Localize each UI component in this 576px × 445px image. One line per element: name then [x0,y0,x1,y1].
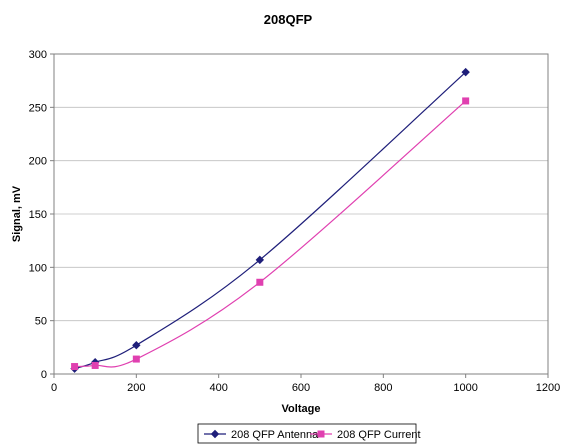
x-tick-label: 600 [292,382,310,394]
y-tick-label: 50 [35,316,47,328]
x-tick-label: 400 [209,382,227,394]
data-point [461,67,470,77]
chart-title: 208QFP [264,12,313,27]
legend-marker [210,429,220,439]
y-tick-label: 250 [29,102,47,114]
y-tick-label: 200 [29,156,47,168]
grid [54,106,548,322]
legend-label: 208 QFP Antenna [231,429,319,441]
series-group [70,67,470,373]
data-point [256,278,264,286]
y-axis-title: Signal, mV [11,185,23,242]
data-point [71,363,79,371]
y-tick-label: 100 [29,262,47,274]
data-point [91,361,99,369]
legend-box [197,423,417,444]
data-point [462,97,470,105]
legend-marker [317,430,325,438]
legend-label: 208 QFP Current [337,429,421,441]
legend: 208 QFP Antenna 208 QFP Current [197,423,421,444]
x-tick-label: 1200 [536,382,560,394]
data-point [132,340,141,350]
data-point [255,255,265,265]
x-axis-title: Voltage [282,403,321,415]
series-line [74,100,467,368]
series-1 [70,67,470,373]
series-line [74,71,467,370]
x-tick-label: 0 [51,382,57,394]
y-tick-label: 300 [29,49,47,61]
y-tick-label: 0 [41,369,47,381]
data-point [132,355,140,363]
x-tick-label: 1000 [453,382,477,394]
axis-ticks: 0 50 100 150 200 250 300 0 200 400 600 800 1000 1200 [29,49,561,394]
x-tick-label: 200 [127,382,145,394]
x-tick-label: 800 [374,382,392,394]
series-2 [71,97,470,371]
y-tick-label: 150 [29,209,47,221]
